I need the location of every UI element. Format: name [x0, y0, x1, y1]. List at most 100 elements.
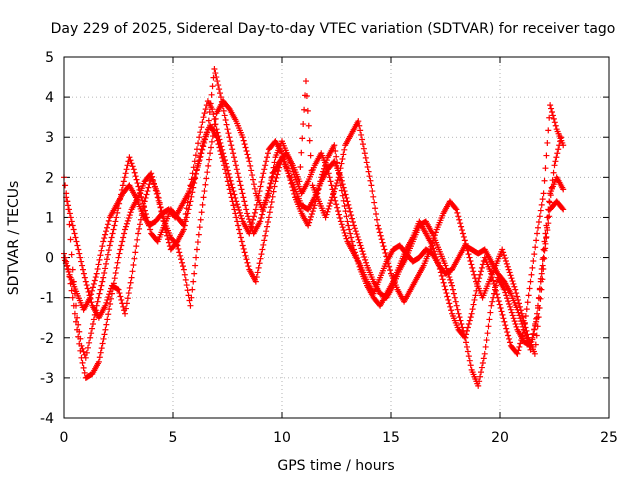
data-point — [124, 217, 131, 224]
data-point — [192, 262, 199, 269]
data-point — [264, 223, 271, 230]
data-point — [448, 307, 455, 314]
data-point — [88, 299, 95, 306]
data-point — [318, 174, 325, 181]
data-point — [440, 279, 447, 286]
data-point — [352, 252, 359, 259]
data-point — [377, 232, 384, 239]
data-point — [520, 330, 527, 337]
data-point — [315, 186, 322, 193]
data-point — [127, 279, 134, 286]
data-point — [215, 141, 222, 148]
data-point — [125, 290, 132, 297]
data-point — [475, 278, 482, 285]
data-point — [270, 188, 277, 195]
data-point — [526, 285, 533, 292]
data-point — [160, 217, 167, 224]
data-point — [531, 350, 538, 357]
data-point — [323, 211, 330, 218]
data-point — [237, 182, 244, 189]
data-point — [66, 271, 73, 278]
data-point — [245, 216, 252, 223]
data-point — [122, 223, 129, 230]
data-marks — [61, 66, 567, 389]
data-point — [452, 298, 459, 305]
data-point — [99, 278, 106, 285]
data-point — [529, 264, 536, 271]
data-point — [80, 364, 87, 371]
data-point — [126, 284, 133, 291]
data-point — [448, 279, 455, 286]
data-point — [467, 314, 474, 321]
data-point — [185, 206, 192, 213]
y-tick-labels: -4 -3 -2 -1 0 1 2 3 4 5 — [40, 50, 54, 427]
data-point — [111, 275, 118, 282]
data-point — [356, 122, 363, 129]
data-point — [503, 292, 510, 299]
data-point — [549, 112, 556, 119]
data-point — [159, 213, 166, 220]
data-point — [379, 239, 386, 246]
data-point — [505, 298, 512, 305]
data-point — [355, 260, 362, 267]
data-point — [245, 263, 252, 270]
data-point — [447, 303, 454, 310]
data-point — [239, 242, 246, 249]
data-point — [192, 152, 199, 159]
data-point — [197, 129, 204, 136]
data-point — [489, 274, 496, 281]
data-point — [142, 194, 149, 201]
data-point — [333, 201, 340, 208]
data-point — [306, 219, 313, 226]
data-point — [190, 184, 197, 191]
y-axis-label: SDTVAR / TECUs — [6, 181, 22, 296]
data-point — [252, 206, 259, 213]
data-point — [89, 321, 96, 328]
data-point — [83, 282, 90, 289]
data-point — [271, 183, 278, 190]
data-point — [326, 174, 333, 181]
data-point — [481, 350, 488, 357]
data-point — [382, 249, 389, 256]
data-point — [347, 230, 354, 237]
data-point — [107, 300, 114, 307]
data-point — [263, 228, 270, 235]
data-point — [505, 266, 512, 273]
data-point — [100, 335, 107, 342]
data-point — [230, 202, 237, 209]
data-point — [228, 142, 235, 149]
data-point — [463, 339, 470, 346]
data-point — [445, 296, 452, 303]
data-point — [357, 127, 364, 134]
data-point — [95, 294, 102, 301]
data-point — [464, 324, 471, 331]
data-point — [87, 295, 94, 302]
data-point — [96, 354, 103, 361]
data-point — [308, 167, 315, 174]
data-point — [523, 306, 530, 313]
data-point — [453, 302, 460, 309]
data-point — [327, 178, 334, 185]
data-point — [519, 333, 526, 340]
data-point — [89, 287, 96, 294]
data-point — [222, 166, 229, 173]
data-point — [352, 228, 359, 235]
data-point — [515, 296, 522, 303]
data-point — [212, 115, 219, 122]
data-point — [343, 235, 350, 242]
data-point — [250, 213, 257, 220]
data-point — [500, 315, 507, 322]
data-point — [177, 252, 184, 259]
data-point — [361, 253, 368, 260]
data-point — [240, 137, 247, 144]
data-point — [84, 285, 91, 292]
data-point — [289, 184, 296, 191]
data-point — [463, 331, 470, 338]
data-point — [559, 205, 566, 212]
data-point — [560, 206, 567, 213]
data-point — [229, 198, 236, 205]
data-point — [525, 292, 532, 299]
data-point — [200, 114, 207, 121]
data-point — [546, 198, 553, 205]
data-point — [488, 302, 495, 309]
